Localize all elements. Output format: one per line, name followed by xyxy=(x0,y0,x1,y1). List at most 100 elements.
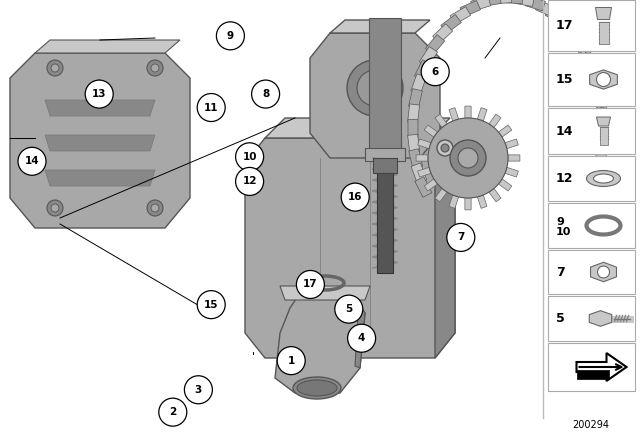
Circle shape xyxy=(252,80,280,108)
Polygon shape xyxy=(595,8,611,20)
Circle shape xyxy=(598,266,609,278)
Polygon shape xyxy=(449,108,459,121)
Polygon shape xyxy=(477,108,487,121)
Polygon shape xyxy=(600,127,607,145)
Polygon shape xyxy=(584,177,601,197)
Polygon shape xyxy=(450,7,470,24)
Polygon shape xyxy=(408,134,420,153)
Text: 3: 3 xyxy=(195,385,202,395)
Text: 14: 14 xyxy=(25,156,39,166)
Polygon shape xyxy=(418,139,431,149)
Polygon shape xyxy=(419,47,438,67)
Circle shape xyxy=(428,118,508,198)
Circle shape xyxy=(147,200,163,216)
Polygon shape xyxy=(505,168,518,177)
FancyBboxPatch shape xyxy=(548,53,635,106)
Circle shape xyxy=(236,143,264,171)
Circle shape xyxy=(437,140,453,156)
Text: 9: 9 xyxy=(227,31,234,41)
Circle shape xyxy=(51,64,59,72)
Polygon shape xyxy=(579,47,596,67)
Polygon shape xyxy=(369,18,401,153)
Polygon shape xyxy=(408,104,420,123)
Polygon shape xyxy=(45,135,155,151)
Circle shape xyxy=(335,295,363,323)
Polygon shape xyxy=(505,139,518,149)
Polygon shape xyxy=(589,74,605,94)
Text: 13: 13 xyxy=(92,89,106,99)
Polygon shape xyxy=(589,70,618,89)
Text: 16: 16 xyxy=(348,192,362,202)
Polygon shape xyxy=(245,138,455,358)
Circle shape xyxy=(47,200,63,216)
Polygon shape xyxy=(589,163,605,183)
Text: 7: 7 xyxy=(556,266,564,279)
Polygon shape xyxy=(499,125,512,137)
Polygon shape xyxy=(591,262,616,282)
Polygon shape xyxy=(415,60,431,80)
Polygon shape xyxy=(345,293,365,368)
Circle shape xyxy=(341,183,369,211)
Polygon shape xyxy=(435,163,455,358)
Polygon shape xyxy=(489,114,501,128)
Polygon shape xyxy=(265,118,450,138)
Text: 12: 12 xyxy=(556,172,573,185)
Circle shape xyxy=(159,398,187,426)
Text: 5: 5 xyxy=(556,312,564,325)
Circle shape xyxy=(147,60,163,76)
Text: 15: 15 xyxy=(556,73,573,86)
FancyBboxPatch shape xyxy=(548,296,635,341)
Circle shape xyxy=(296,271,324,298)
FancyBboxPatch shape xyxy=(548,108,635,154)
Polygon shape xyxy=(416,155,428,161)
Ellipse shape xyxy=(586,171,621,186)
Circle shape xyxy=(236,168,264,195)
Circle shape xyxy=(441,144,449,152)
Polygon shape xyxy=(525,0,545,11)
Text: 200294: 200294 xyxy=(573,420,609,430)
Text: 9: 9 xyxy=(556,216,564,227)
Text: 15: 15 xyxy=(204,300,218,310)
FancyBboxPatch shape xyxy=(548,203,635,248)
Polygon shape xyxy=(596,134,609,153)
Text: 6: 6 xyxy=(431,67,439,77)
Polygon shape xyxy=(441,14,461,33)
Circle shape xyxy=(151,204,159,212)
Circle shape xyxy=(51,204,59,212)
Circle shape xyxy=(348,324,376,352)
Circle shape xyxy=(596,73,611,86)
Polygon shape xyxy=(470,0,491,11)
Ellipse shape xyxy=(593,174,614,183)
Polygon shape xyxy=(545,7,566,24)
Polygon shape xyxy=(572,34,591,55)
Text: 14: 14 xyxy=(556,125,573,138)
Circle shape xyxy=(216,22,244,50)
Polygon shape xyxy=(577,370,609,379)
Circle shape xyxy=(197,291,225,319)
Polygon shape xyxy=(596,104,609,123)
Circle shape xyxy=(347,60,403,116)
Text: 17: 17 xyxy=(303,280,317,289)
Polygon shape xyxy=(563,24,583,43)
Circle shape xyxy=(447,224,475,251)
Polygon shape xyxy=(594,89,607,108)
Circle shape xyxy=(184,376,212,404)
Text: 4: 4 xyxy=(358,333,365,343)
Polygon shape xyxy=(408,120,418,138)
Text: 1: 1 xyxy=(287,356,295,366)
Polygon shape xyxy=(409,149,422,168)
Polygon shape xyxy=(577,353,627,381)
Circle shape xyxy=(197,94,225,121)
Polygon shape xyxy=(377,168,393,273)
Polygon shape xyxy=(435,114,447,128)
Polygon shape xyxy=(424,125,438,137)
Polygon shape xyxy=(465,198,471,210)
Polygon shape xyxy=(433,24,452,43)
Ellipse shape xyxy=(293,377,341,399)
Polygon shape xyxy=(418,168,431,177)
Polygon shape xyxy=(449,195,459,208)
Text: 11: 11 xyxy=(204,103,218,112)
Text: 5: 5 xyxy=(345,304,353,314)
Polygon shape xyxy=(584,60,602,80)
Polygon shape xyxy=(415,177,432,197)
